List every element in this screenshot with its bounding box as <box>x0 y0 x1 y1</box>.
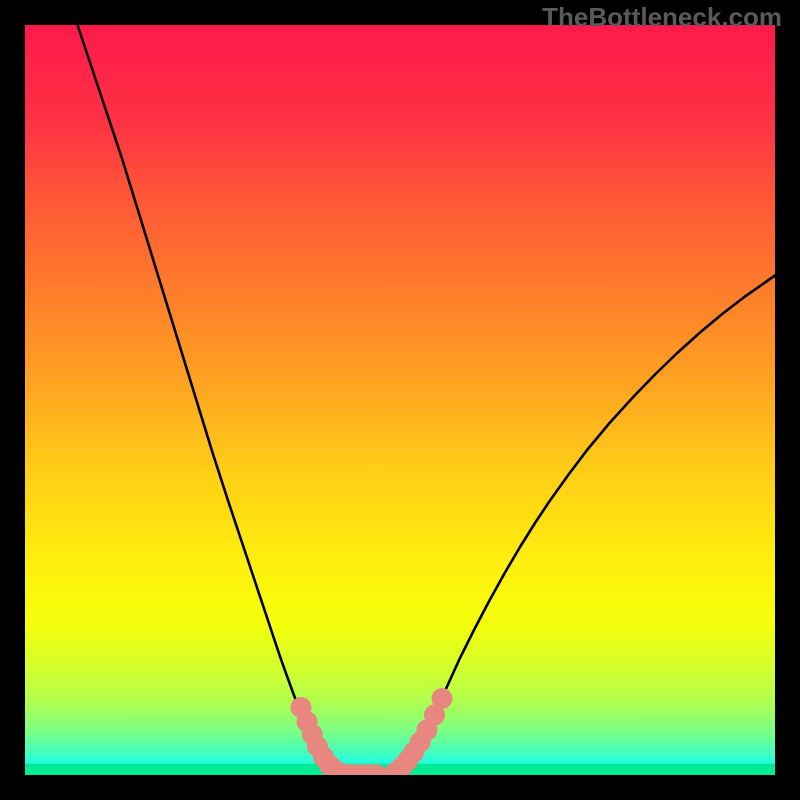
plot-svg <box>25 25 775 775</box>
plot-area <box>25 25 775 775</box>
watermark-text: TheBottleneck.com <box>542 2 782 33</box>
